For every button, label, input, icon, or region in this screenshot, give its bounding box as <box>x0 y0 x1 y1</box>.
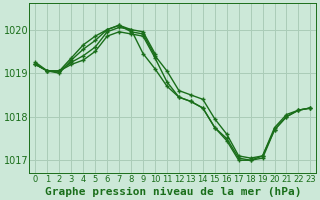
X-axis label: Graphe pression niveau de la mer (hPa): Graphe pression niveau de la mer (hPa) <box>45 186 301 197</box>
